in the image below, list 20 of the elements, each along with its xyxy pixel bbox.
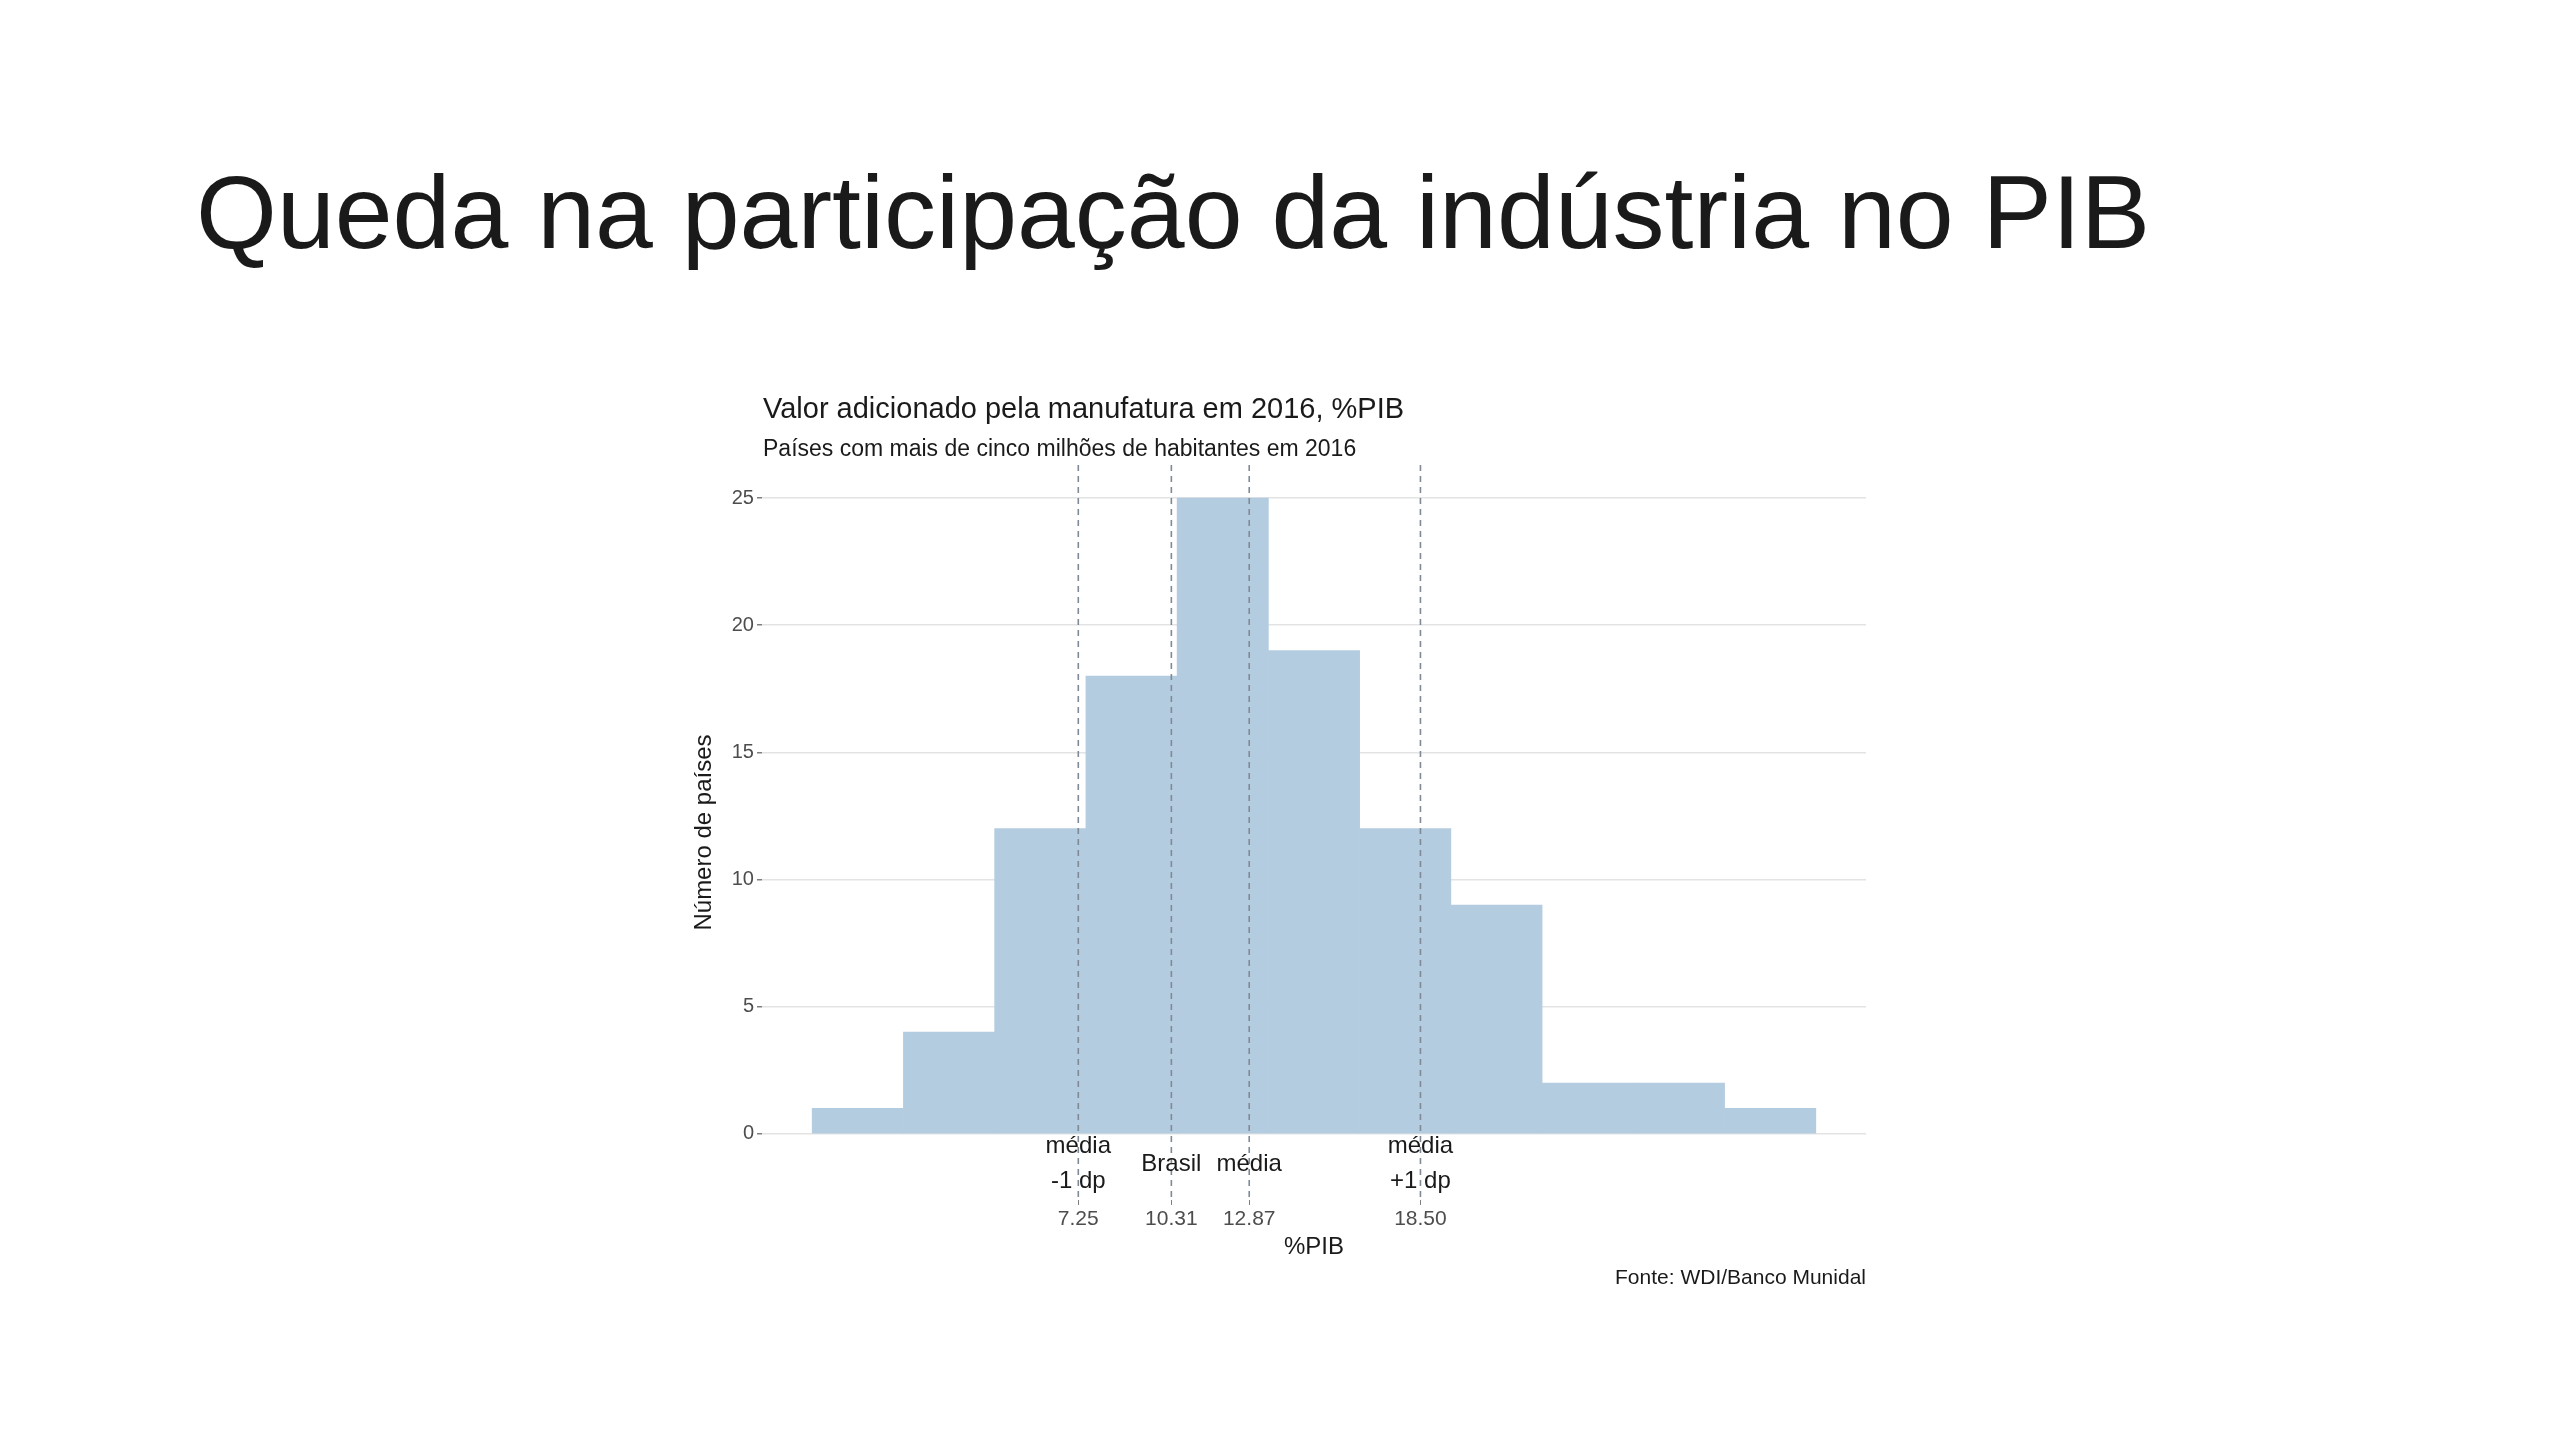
y-tick-label: 25	[731, 485, 754, 508]
x-tick-label: 18.50	[1394, 1206, 1447, 1230]
chart-subtitle: Países com mais de cinco milhões de habitantes em 2016	[763, 435, 1357, 463]
ref-line-label: média +1 dp	[1387, 1131, 1454, 1194]
ref-line-label: média	[1216, 1148, 1283, 1176]
source-note: Fonte: WDI/Banco Munidal	[1615, 1264, 1866, 1290]
x-tick-label: 7.25	[1057, 1206, 1099, 1230]
ref-line-label: Brasil	[1141, 1148, 1202, 1176]
x-tick-label: 12.87	[1222, 1206, 1276, 1230]
y-tick-label: 5	[742, 994, 754, 1017]
y-tick-label: 10	[731, 867, 754, 890]
x-tick-label: 10.31	[1145, 1206, 1198, 1230]
x-axis-title: %PIB	[1283, 1232, 1345, 1260]
y-tick-label: 0	[742, 1121, 754, 1144]
ref-line-label: média -1 dp	[1045, 1131, 1112, 1194]
chart-title: Valor adicionado pela manufatura em 2016, %PIB	[763, 391, 1405, 426]
y-axis-title: Número de países	[689, 734, 717, 931]
y-tick-label: 15	[731, 739, 754, 762]
text: Queda na participação da indústria no PIB	[196, 154, 2151, 270]
y-tick-label: 20	[731, 612, 754, 635]
